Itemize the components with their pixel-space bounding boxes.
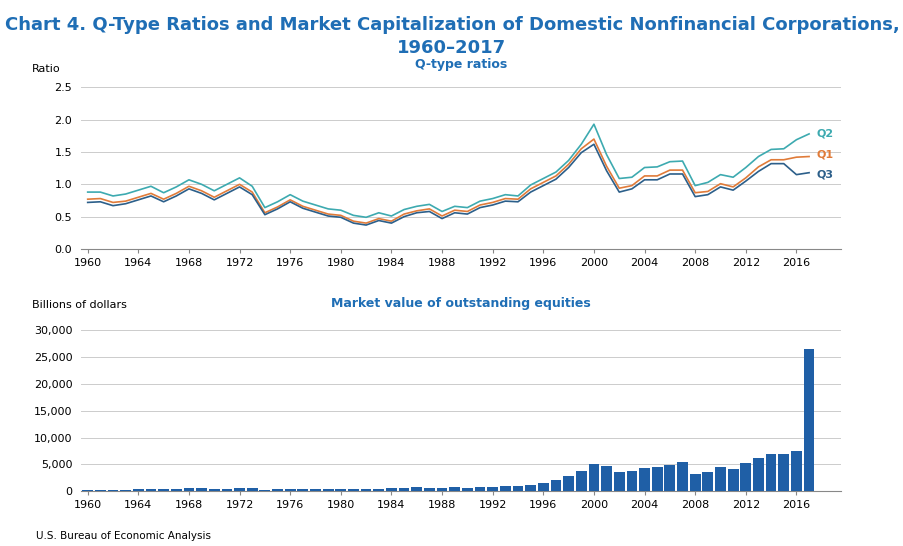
- Bar: [638, 468, 649, 491]
- Bar: [297, 489, 308, 491]
- Bar: [158, 489, 169, 491]
- Bar: [272, 489, 283, 491]
- Bar: [727, 468, 738, 491]
- Bar: [247, 489, 257, 491]
- Bar: [221, 489, 232, 491]
- Bar: [82, 490, 93, 491]
- Bar: [689, 474, 700, 491]
- Text: Ratio: Ratio: [32, 64, 61, 74]
- Text: U.S. Bureau of Economic Analysis: U.S. Bureau of Economic Analysis: [36, 531, 211, 541]
- Bar: [499, 485, 510, 491]
- Bar: [284, 489, 295, 491]
- Bar: [411, 487, 422, 491]
- Bar: [803, 349, 814, 491]
- Bar: [588, 464, 599, 491]
- Bar: [575, 471, 586, 491]
- Bar: [461, 488, 472, 491]
- Bar: [651, 467, 662, 491]
- Bar: [525, 485, 535, 491]
- Text: Q-type ratios: Q-type ratios: [414, 58, 507, 71]
- Bar: [107, 490, 118, 491]
- Bar: [196, 489, 207, 491]
- Bar: [449, 488, 460, 491]
- Bar: [386, 489, 396, 491]
- Bar: [259, 490, 270, 491]
- Bar: [740, 463, 750, 491]
- Bar: [310, 489, 321, 491]
- Bar: [436, 488, 447, 491]
- Bar: [145, 489, 156, 491]
- Bar: [474, 487, 485, 491]
- Bar: [752, 458, 763, 491]
- Text: Q2: Q2: [815, 129, 833, 139]
- Bar: [537, 483, 548, 491]
- Bar: [664, 465, 675, 491]
- Bar: [626, 471, 637, 491]
- Bar: [120, 490, 131, 491]
- Bar: [512, 486, 523, 491]
- Bar: [360, 489, 371, 491]
- Bar: [171, 489, 182, 491]
- Bar: [702, 472, 712, 491]
- Bar: [398, 488, 409, 491]
- Bar: [373, 489, 384, 491]
- Text: Q3: Q3: [815, 170, 833, 180]
- Bar: [209, 489, 219, 491]
- Bar: [183, 488, 194, 491]
- Bar: [335, 489, 346, 491]
- Bar: [133, 489, 144, 491]
- Bar: [714, 467, 725, 491]
- Bar: [600, 466, 611, 491]
- Bar: [95, 490, 106, 491]
- Bar: [777, 454, 788, 491]
- Text: Market value of outstanding equities: Market value of outstanding equities: [330, 298, 591, 310]
- Bar: [234, 488, 245, 491]
- Bar: [676, 462, 687, 491]
- Bar: [563, 476, 573, 491]
- Bar: [790, 451, 801, 491]
- Bar: [322, 489, 333, 491]
- Bar: [424, 488, 434, 491]
- Text: Chart 4. Q-Type Ratios and Market Capitalization of Domestic Nonfinancial Corpor: Chart 4. Q-Type Ratios and Market Capita…: [5, 16, 898, 57]
- Text: Billions of dollars: Billions of dollars: [32, 300, 126, 310]
- Bar: [348, 489, 358, 491]
- Bar: [550, 480, 561, 491]
- Bar: [765, 454, 776, 491]
- Bar: [487, 486, 498, 491]
- Text: Q1: Q1: [815, 150, 833, 159]
- Bar: [613, 472, 624, 491]
